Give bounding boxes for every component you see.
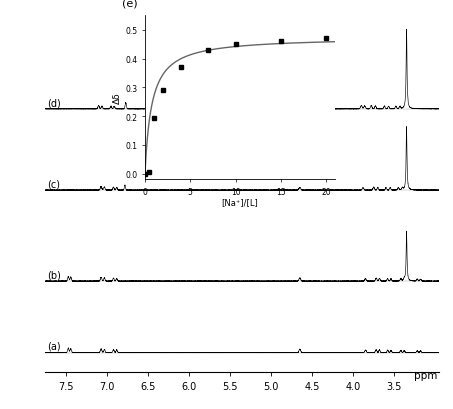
X-axis label: [Na⁺]/[L]: [Na⁺]/[L] [222,198,259,207]
Text: (a): (a) [47,341,61,351]
Text: ppm: ppm [414,370,438,380]
Text: (e): (e) [122,0,138,8]
Text: (b): (b) [47,270,61,280]
Y-axis label: Δδ: Δδ [113,92,122,104]
Text: (c): (c) [47,179,60,189]
Text: (d): (d) [47,98,61,108]
